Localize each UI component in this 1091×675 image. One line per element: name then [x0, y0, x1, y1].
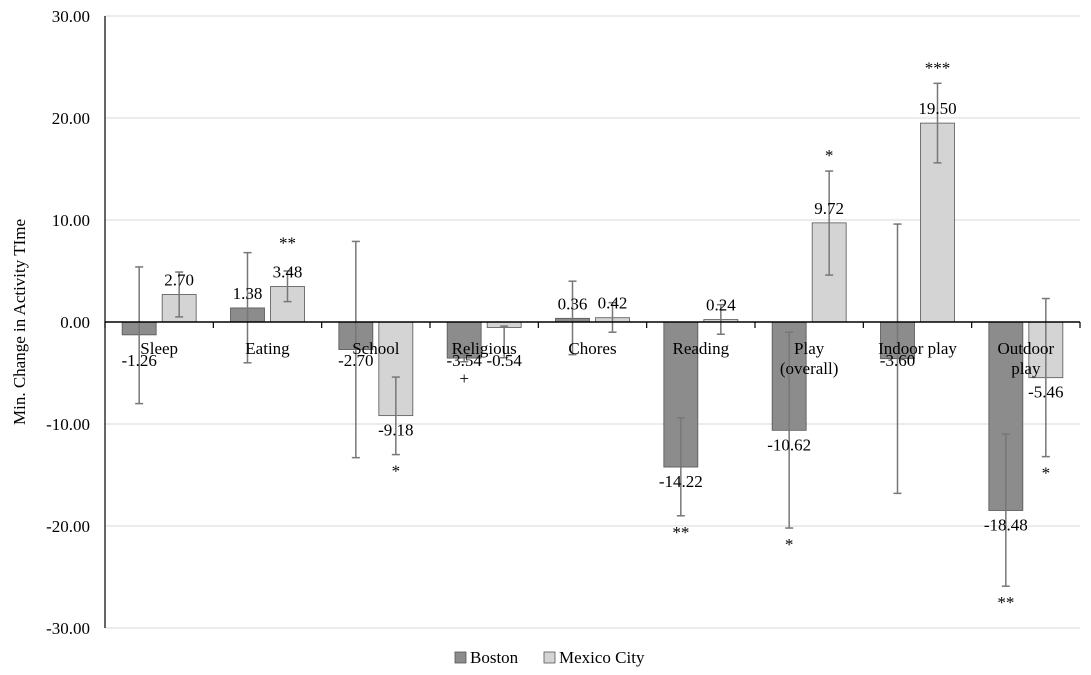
- data-label: -10.62: [767, 435, 811, 454]
- y-tick-label: 0.00: [60, 313, 90, 332]
- significance-marker: *: [785, 535, 794, 554]
- significance-marker: **: [672, 523, 689, 542]
- significance-marker: ***: [925, 58, 951, 77]
- data-label: 2.70: [164, 270, 194, 289]
- data-label: -1.26: [121, 351, 156, 370]
- significance-marker: **: [997, 593, 1014, 612]
- category-label: (overall): [780, 359, 839, 378]
- category-label: Religious: [452, 339, 517, 358]
- y-tick-label: 20.00: [52, 109, 90, 128]
- data-label: -18.48: [984, 515, 1028, 534]
- category-label: Outdoor: [997, 339, 1054, 358]
- significance-marker: *: [825, 146, 834, 165]
- category-label: Play: [794, 339, 825, 358]
- data-label: -3.60: [880, 351, 915, 370]
- data-label: 0.24: [706, 296, 736, 315]
- y-tick-label: 30.00: [52, 7, 90, 26]
- significance-marker: *: [1042, 464, 1051, 483]
- significance-marker: +: [459, 369, 469, 388]
- data-label: 1.38: [233, 284, 263, 303]
- category-label: Sleep: [140, 339, 178, 358]
- significance-marker: **: [279, 234, 296, 253]
- data-label: -9.18: [378, 421, 413, 440]
- data-label: -5.46: [1028, 383, 1063, 402]
- data-label: -14.22: [659, 472, 703, 491]
- legend-swatch-mexico-city: [543, 651, 556, 664]
- data-label: -2.70: [338, 351, 373, 370]
- data-label: 3.48: [273, 263, 303, 282]
- category-label: School: [352, 339, 400, 358]
- legend-label: Mexico City: [559, 648, 645, 667]
- category-label: Reading: [673, 339, 730, 358]
- category-label: play: [1011, 359, 1041, 378]
- data-label: 19.50: [918, 99, 956, 118]
- y-tick-label: -20.00: [46, 517, 90, 536]
- y-tick-label: -30.00: [46, 619, 90, 638]
- legend-swatch-boston: [454, 651, 467, 664]
- y-tick-label: -10.00: [46, 415, 90, 434]
- y-axis-title: Min. Change in Activity TIme: [10, 219, 29, 425]
- data-label: 9.72: [814, 199, 844, 218]
- data-label: -0.54: [486, 351, 522, 370]
- category-label: Eating: [245, 339, 290, 358]
- data-label: 0.42: [598, 294, 628, 313]
- category-label: Indoor play: [878, 339, 957, 358]
- y-tick-label: 10.00: [52, 211, 90, 230]
- data-label: 0.36: [558, 294, 588, 313]
- significance-marker: *: [392, 462, 401, 481]
- category-label: Chores: [568, 339, 616, 358]
- data-label: -3.54: [446, 351, 482, 370]
- legend-label: Boston: [470, 648, 519, 667]
